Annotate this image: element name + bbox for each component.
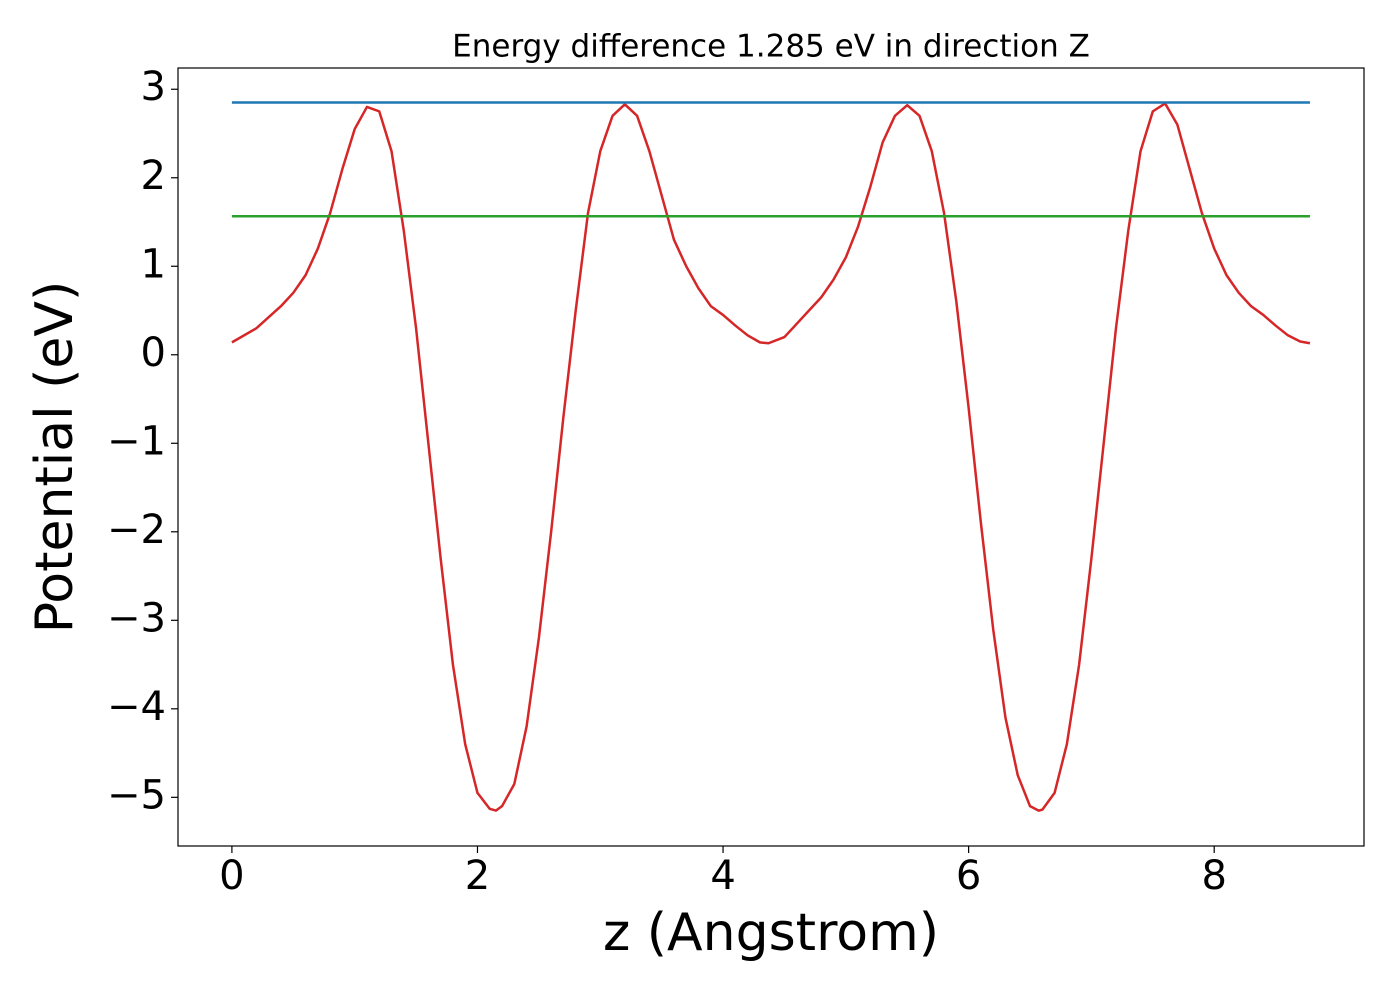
x-tick-label: 0 [219,853,244,899]
y-tick-label: −4 [107,684,166,730]
y-tick-label: −2 [107,507,166,553]
plot-frame [177,67,1365,847]
y-tick-label: −3 [107,595,166,641]
x-axis-label: z (Angstrom) [603,903,939,963]
y-tick-label: 2 [141,153,166,199]
y-tick-label: −5 [107,772,166,818]
y-axis-label: Potential (eV) [25,281,85,633]
line [231,102,1311,812]
y-tick-label: 3 [141,64,166,110]
x-tick-label: 2 [465,853,490,899]
x-tick-label: 6 [956,853,981,899]
y-tick-label: 0 [141,330,166,376]
y-tick-label: 1 [141,241,166,287]
x-tick-label: 4 [710,853,735,899]
y-tick-label: −1 [107,418,166,464]
chart-title: Energy difference 1.285 eV in direction … [452,29,1090,65]
x-tick-label: 8 [1201,853,1226,899]
